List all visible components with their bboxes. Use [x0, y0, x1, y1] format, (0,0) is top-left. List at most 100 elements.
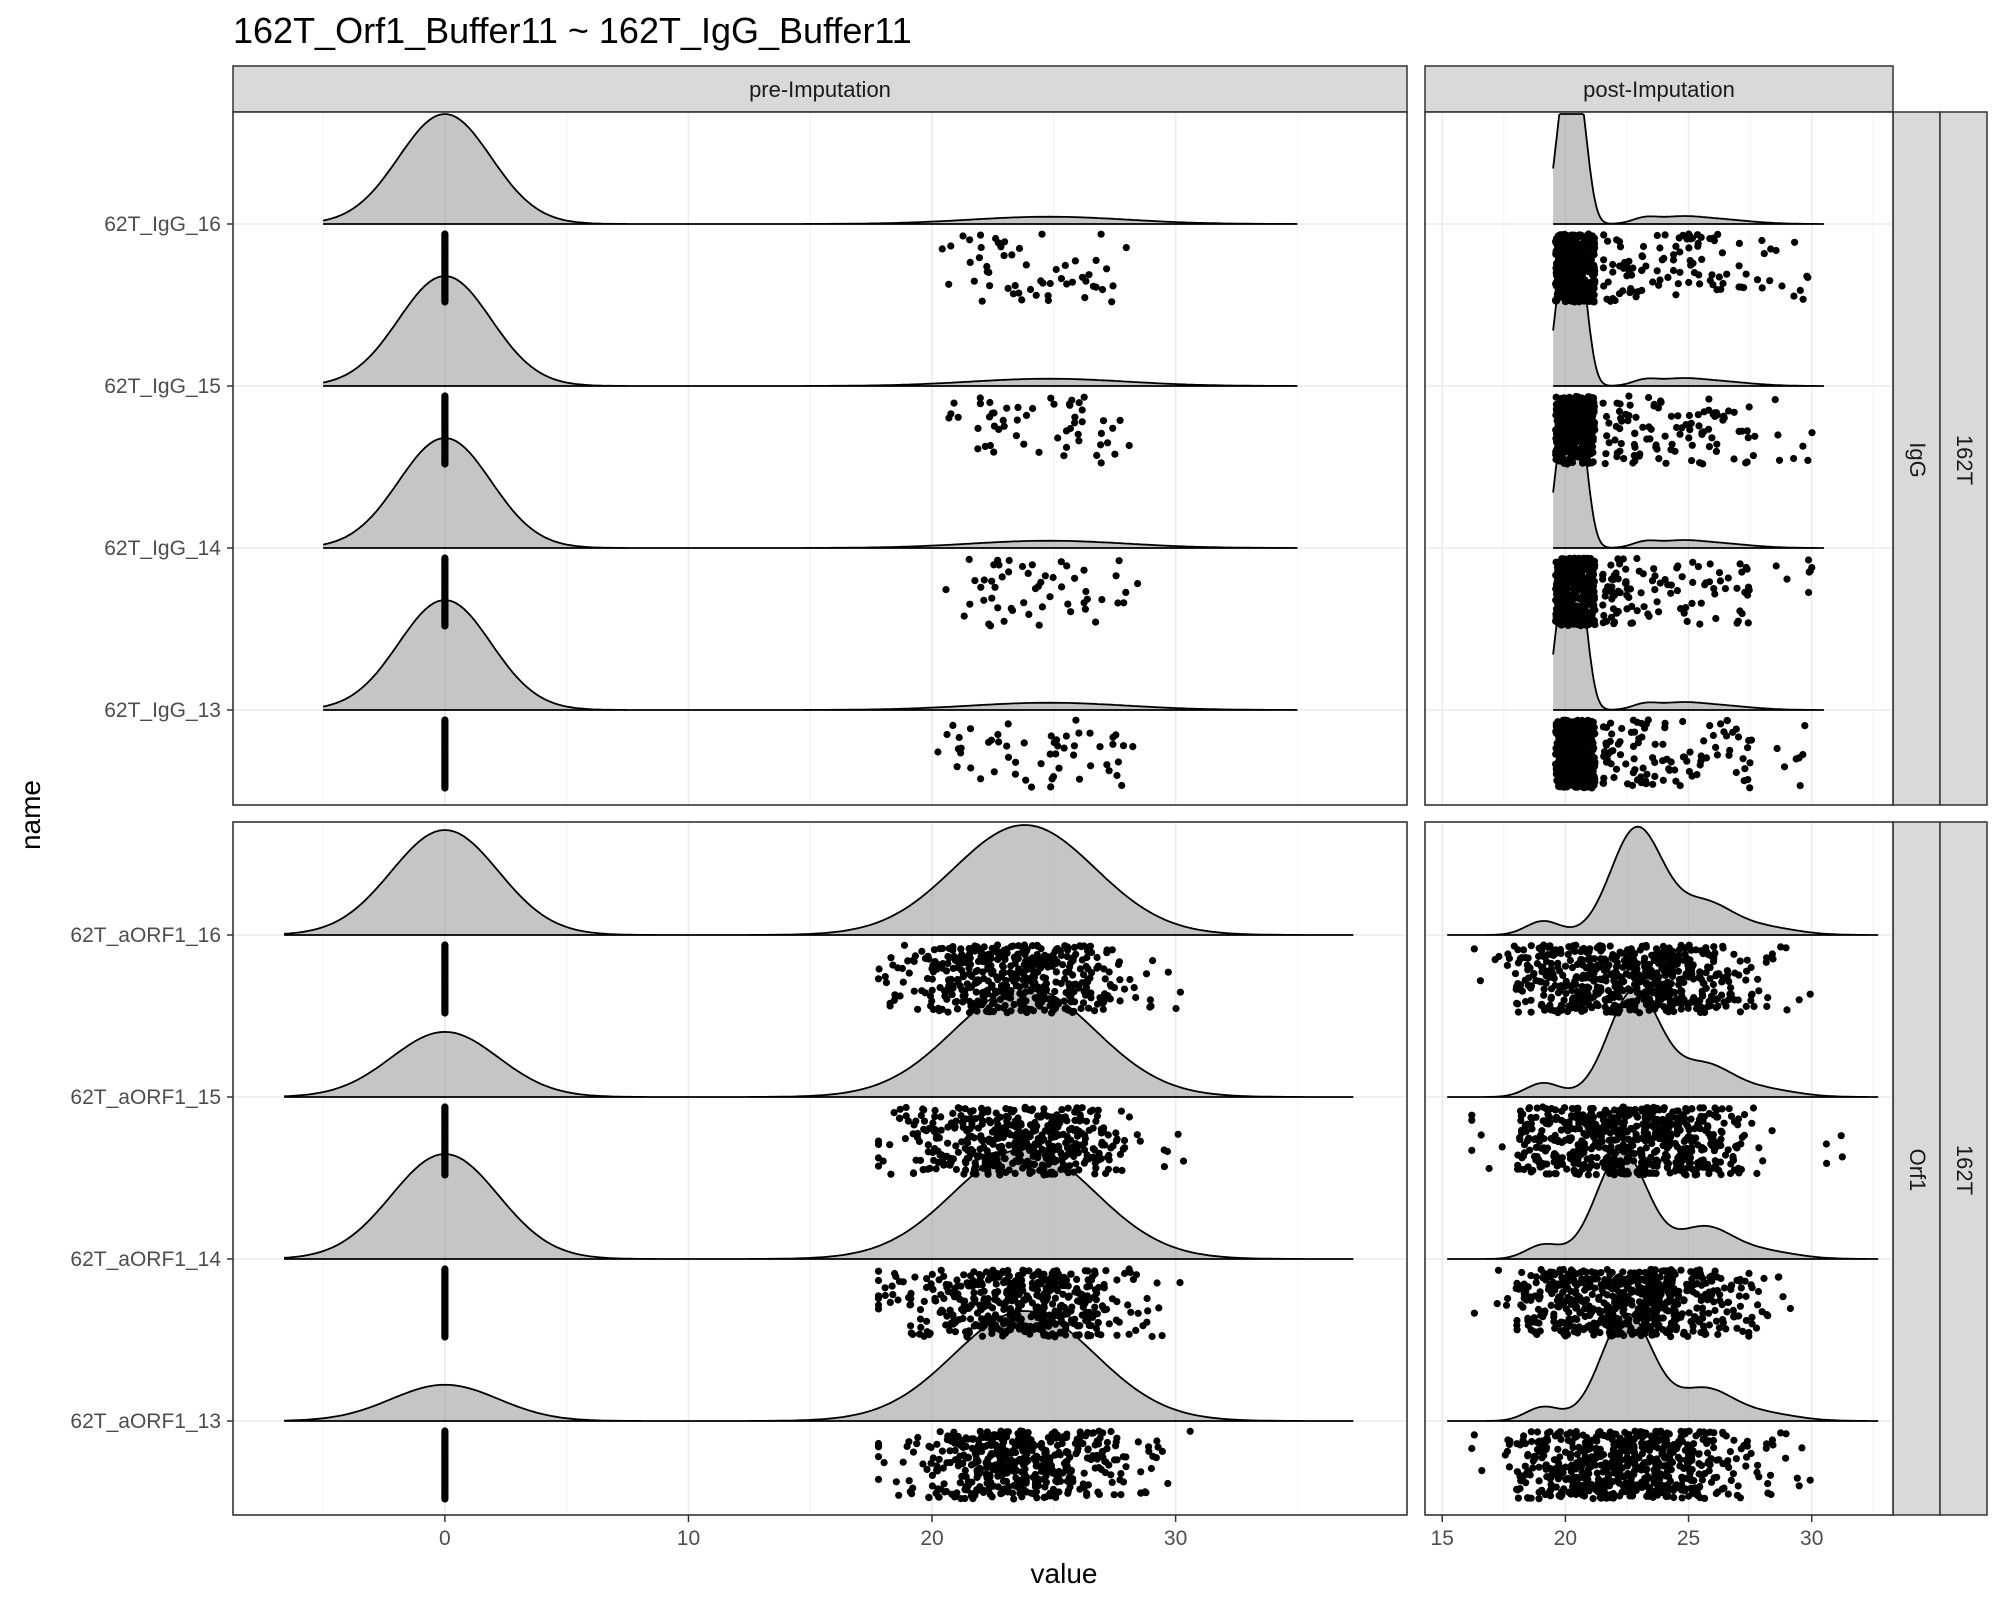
data-point	[1680, 1296, 1688, 1304]
data-point	[1554, 561, 1562, 570]
data-point	[1606, 1428, 1614, 1436]
data-point	[1573, 1459, 1581, 1467]
data-point	[1041, 1483, 1049, 1491]
data-point	[874, 1292, 883, 1300]
data-point	[1683, 757, 1691, 765]
data-point	[1649, 278, 1657, 286]
data-point	[1655, 455, 1663, 463]
data-point	[926, 1329, 934, 1337]
data-point	[1793, 1474, 1801, 1482]
density-pre-62t_igg_13-fill	[323, 600, 1298, 710]
data-point	[1554, 1475, 1562, 1483]
data-point	[1676, 268, 1684, 276]
data-point	[1607, 747, 1615, 756]
data-point	[1626, 1327, 1634, 1336]
strip-label-pre-imputation: pre-Imputation	[749, 77, 891, 102]
data-point	[1048, 1430, 1056, 1438]
data-point	[1628, 287, 1636, 295]
data-point	[977, 1272, 986, 1280]
data-point	[957, 1495, 965, 1503]
data-point	[1512, 1284, 1520, 1292]
data-point	[1070, 751, 1078, 759]
data-point	[1634, 1275, 1642, 1283]
data-point	[998, 573, 1006, 581]
data-point	[1520, 1280, 1528, 1288]
data-point	[1112, 1316, 1120, 1324]
data-point	[1122, 588, 1130, 597]
data-point	[1689, 1322, 1697, 1330]
data-point	[1105, 767, 1113, 775]
data-point	[1758, 284, 1766, 292]
data-point	[1571, 278, 1579, 286]
data-point	[1680, 609, 1688, 617]
data-point	[1742, 563, 1750, 572]
data-point	[441, 1495, 449, 1503]
data-point	[1742, 270, 1750, 278]
data-point	[1057, 558, 1065, 566]
data-point	[1186, 1427, 1194, 1435]
data-point	[1571, 556, 1579, 564]
data-point	[1075, 399, 1083, 407]
data-point	[1583, 1275, 1591, 1283]
data-point	[1653, 1316, 1661, 1324]
data-point	[441, 460, 449, 468]
data-point	[1550, 1318, 1558, 1326]
data-point	[1704, 1449, 1712, 1457]
data-point	[1652, 1431, 1661, 1439]
data-point	[1604, 1473, 1612, 1481]
data-point	[1071, 413, 1079, 421]
data-point	[1662, 1267, 1670, 1275]
data-point	[1618, 724, 1626, 733]
data-point	[1627, 1269, 1635, 1277]
data-point	[1600, 779, 1608, 787]
data-point	[1706, 276, 1714, 285]
data-point	[1710, 585, 1718, 593]
data-point	[1742, 1462, 1750, 1470]
data-point	[1589, 739, 1597, 747]
data-point	[1610, 1441, 1619, 1449]
data-point	[929, 1454, 937, 1462]
data-point	[1721, 585, 1729, 593]
data-point	[1081, 605, 1089, 613]
data-point	[1040, 1475, 1048, 1483]
data-point	[974, 424, 982, 432]
data-point	[1616, 1434, 1624, 1442]
data-point	[1586, 596, 1594, 604]
data-point	[1674, 1453, 1682, 1461]
data-point	[1001, 1469, 1009, 1477]
data-point	[1029, 404, 1037, 413]
data-point	[1744, 619, 1752, 627]
data-point	[1736, 560, 1744, 568]
data-point	[880, 1459, 888, 1467]
data-point	[1772, 246, 1780, 255]
data-point	[1693, 1290, 1701, 1298]
data-point	[1734, 617, 1742, 625]
data-point	[1580, 1326, 1588, 1334]
data-point	[1749, 452, 1757, 460]
data-point	[1645, 393, 1653, 402]
data-point	[946, 1326, 954, 1334]
data-point	[1547, 1301, 1555, 1309]
data-point	[1689, 578, 1697, 587]
data-point	[1779, 1293, 1787, 1301]
data-point	[874, 1453, 883, 1461]
data-point	[1107, 1427, 1115, 1436]
data-point	[1603, 1266, 1611, 1274]
data-point	[1581, 247, 1589, 256]
data-point	[1732, 768, 1740, 777]
data-point	[1791, 238, 1799, 246]
data-point	[1011, 1448, 1020, 1457]
data-point	[1653, 598, 1661, 606]
data-point	[1718, 249, 1726, 257]
data-point	[1092, 618, 1100, 626]
data-point	[1682, 1456, 1690, 1464]
data-point	[1533, 1446, 1541, 1454]
data-point	[1652, 441, 1660, 449]
data-point	[1622, 1487, 1630, 1495]
data-point	[1744, 776, 1752, 784]
data-point	[1132, 1271, 1140, 1279]
data-point	[1060, 452, 1068, 460]
data-point	[906, 1301, 914, 1309]
data-point	[955, 733, 963, 742]
data-point	[1019, 1447, 1027, 1455]
